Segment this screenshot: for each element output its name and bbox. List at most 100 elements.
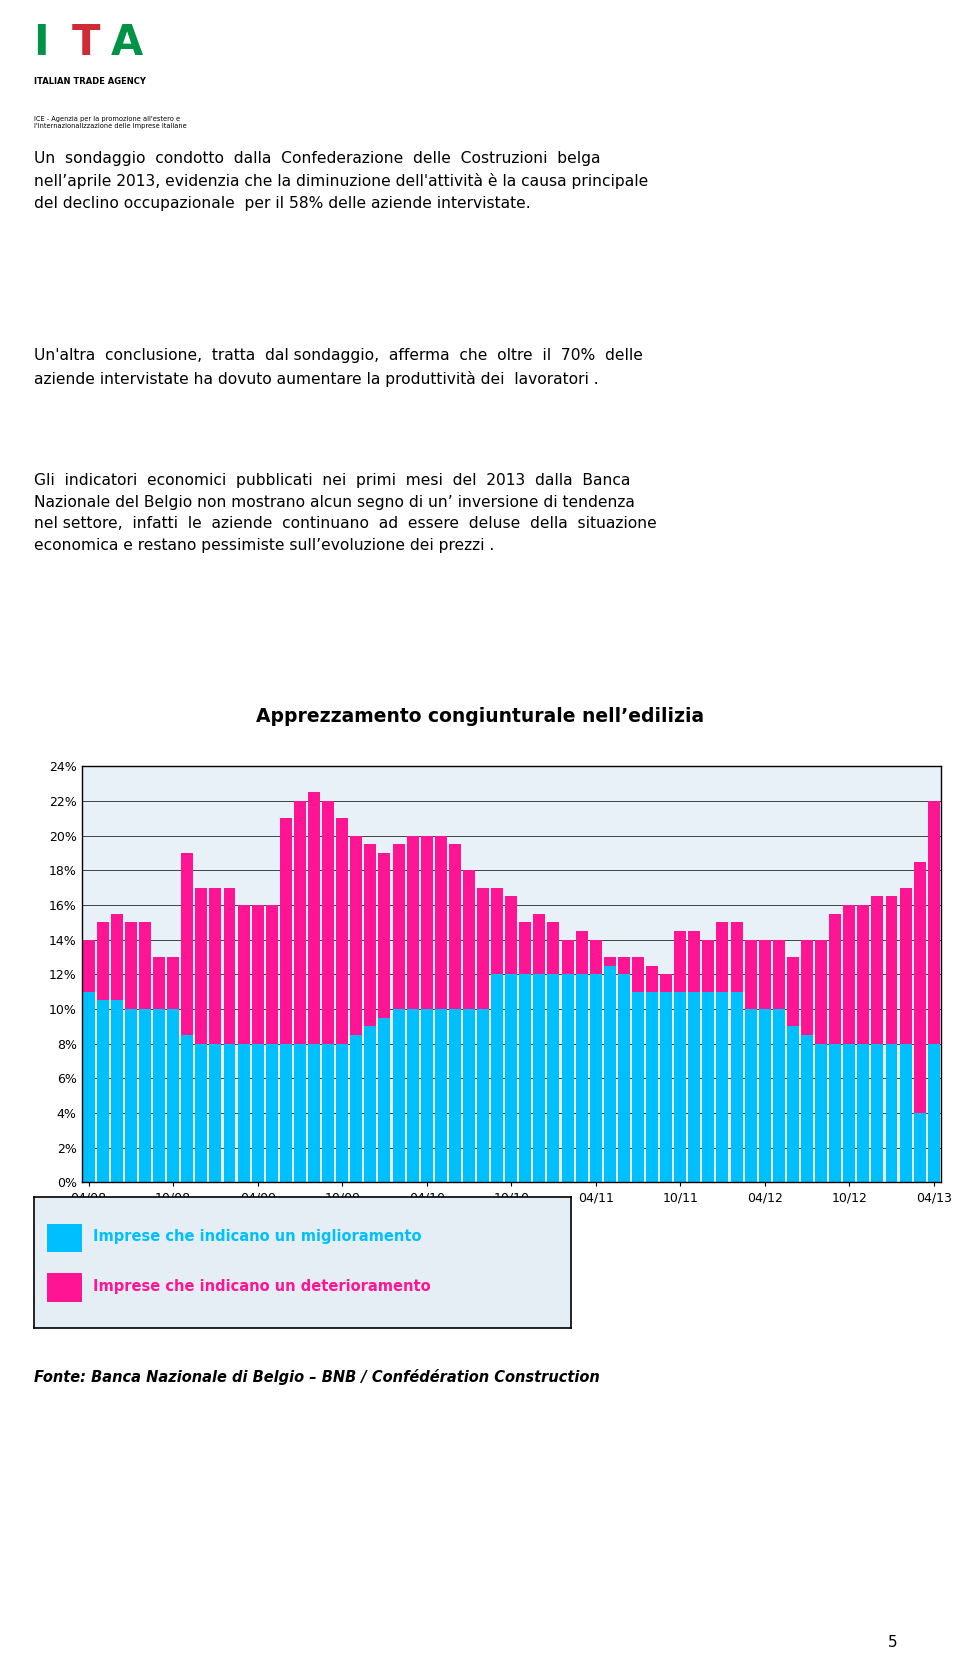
Bar [885, 897, 898, 1043]
Bar [857, 1043, 870, 1182]
Bar [829, 914, 841, 1043]
Bar [209, 887, 222, 1043]
Bar [534, 914, 545, 974]
Bar [829, 1043, 841, 1182]
Bar [365, 845, 376, 1026]
Bar [266, 1043, 277, 1182]
Text: ITALIAN TRADE AGENCY: ITALIAN TRADE AGENCY [34, 77, 146, 86]
Bar [167, 1010, 180, 1182]
Bar [110, 914, 123, 999]
Bar [209, 1043, 222, 1182]
Bar [787, 1026, 799, 1182]
Bar [125, 1010, 137, 1182]
Bar [224, 1043, 235, 1182]
Bar [885, 1043, 898, 1182]
Bar [181, 854, 193, 1035]
Bar [927, 802, 940, 1043]
Bar [308, 1043, 320, 1182]
Bar [576, 931, 588, 974]
Bar [252, 1043, 264, 1182]
Text: Un  sondaggio  condotto  dalla  Confederazione  delle  Costruzioni  belga
nell’a: Un sondaggio condotto dalla Confederazio… [34, 151, 648, 211]
Bar [646, 966, 658, 991]
Bar [872, 1043, 883, 1182]
Bar [139, 1010, 151, 1182]
Bar [604, 958, 615, 966]
Bar [914, 1114, 925, 1182]
Bar [97, 999, 108, 1182]
Bar [97, 922, 108, 999]
Text: ICE - Agenzia per la promozione all'estero e
l'internazionalizzazione delle impr: ICE - Agenzia per la promozione all'este… [34, 116, 186, 129]
Bar [492, 974, 503, 1182]
Bar [900, 1043, 912, 1182]
Bar [801, 1035, 813, 1182]
Bar [294, 802, 306, 1043]
Bar [435, 1010, 446, 1182]
Bar [589, 974, 602, 1182]
Bar [857, 906, 870, 1043]
Bar [731, 991, 742, 1182]
Bar [801, 939, 813, 1035]
Text: Un'altra  conclusione,  tratta  dal sondaggio,  afferma  che  oltre  il  70%  de: Un'altra conclusione, tratta dal sondagg… [34, 349, 642, 387]
Text: Apprezzamento congiunturale nell’edilizia: Apprezzamento congiunturale nell’edilizi… [256, 708, 704, 726]
Bar [110, 999, 123, 1182]
Bar [492, 887, 503, 974]
Bar [224, 887, 235, 1043]
Text: Imprese che indicano un miglioramento: Imprese che indicano un miglioramento [93, 1229, 421, 1244]
Bar [646, 991, 658, 1182]
Bar [195, 887, 207, 1043]
Bar [167, 958, 180, 1010]
Bar [703, 939, 714, 991]
Bar [703, 991, 714, 1182]
Bar [280, 1043, 292, 1182]
Bar [266, 906, 277, 1043]
Bar [153, 1010, 165, 1182]
Bar [378, 1018, 391, 1182]
Bar [323, 1043, 334, 1182]
Bar [914, 862, 925, 1114]
Bar [872, 897, 883, 1043]
Bar [716, 991, 729, 1182]
Bar [407, 1010, 419, 1182]
Bar [773, 1010, 785, 1182]
Bar [589, 939, 602, 974]
Bar [758, 1010, 771, 1182]
Bar [280, 818, 292, 1043]
Bar [449, 845, 461, 1010]
Bar [350, 1035, 362, 1182]
Bar [125, 922, 137, 1010]
Bar [674, 991, 686, 1182]
Bar [365, 1026, 376, 1182]
Bar [139, 922, 151, 1010]
Bar [505, 974, 517, 1182]
Bar [153, 958, 165, 1010]
Bar [237, 1043, 250, 1182]
Bar [308, 793, 320, 1043]
Bar [773, 939, 785, 1010]
Bar [731, 922, 742, 991]
Bar [815, 939, 828, 1043]
Bar [547, 974, 560, 1182]
Bar [660, 991, 672, 1182]
Bar [632, 991, 644, 1182]
Bar [604, 966, 615, 1182]
Bar [688, 991, 700, 1182]
Bar [407, 835, 419, 1010]
Bar [350, 835, 362, 1035]
Text: 5: 5 [888, 1635, 898, 1650]
Bar [47, 1224, 82, 1253]
Bar [787, 958, 799, 1026]
Bar [745, 939, 756, 1010]
Bar [83, 939, 95, 991]
Bar [519, 922, 531, 974]
Text: I: I [34, 22, 49, 64]
Text: Imprese che indicano un deterioramento: Imprese che indicano un deterioramento [93, 1280, 430, 1295]
Bar [323, 802, 334, 1043]
Bar [505, 897, 517, 974]
Bar [477, 1010, 489, 1182]
Bar [477, 887, 489, 1010]
Bar [420, 1010, 433, 1182]
Bar [195, 1043, 207, 1182]
Bar [47, 1273, 82, 1301]
Bar [660, 974, 672, 991]
Bar [843, 1043, 855, 1182]
